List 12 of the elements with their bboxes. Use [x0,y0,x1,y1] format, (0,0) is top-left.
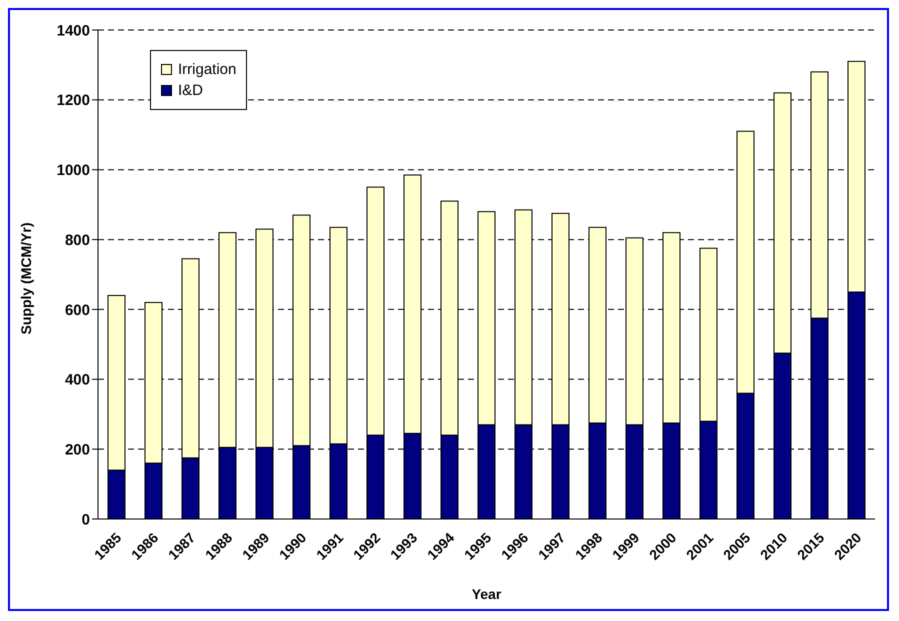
y-tick-label: 1200 [56,92,90,110]
y-tick-label: 1400 [56,22,90,40]
y-tick-label: 0 [82,511,90,528]
legend-label: Irrigation [178,61,236,78]
x-axis-title: Year [472,586,502,602]
y-tick-label: 1000 [56,162,90,180]
y-axis-title: Supply (MCM/Yr) [18,222,34,334]
y-tick-label: 800 [64,232,90,249]
legend-label: I&D [178,82,204,99]
y-tick-label: 400 [64,372,90,389]
y-tick-label: 600 [64,302,90,319]
y-tick-label: 200 [64,441,90,458]
